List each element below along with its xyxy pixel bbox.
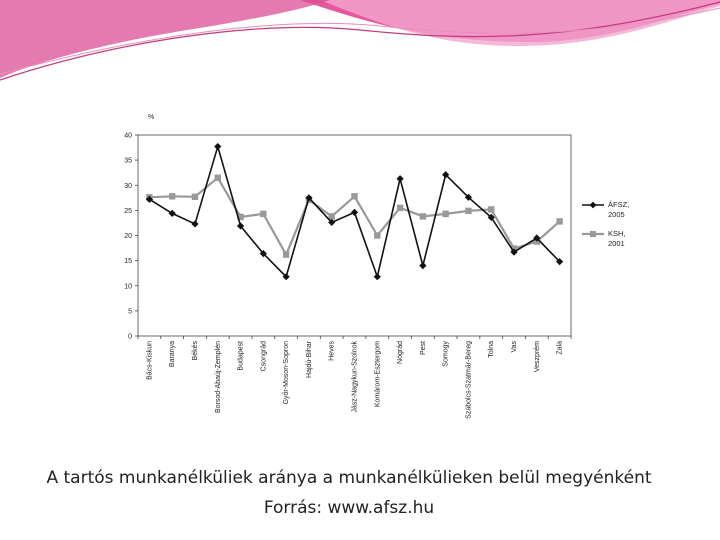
caption-source: Forrás: www.afsz.hu — [263, 498, 435, 518]
data-point-ksh — [260, 210, 267, 218]
chart-panel: 0 5 10 15 20 25 30 35 40 Bács-Kiskun Baranya Békés… — [62, 92, 648, 437]
data-point-ksh — [556, 218, 563, 225]
data-point-ksh — [419, 213, 427, 220]
data-point-afsz — [305, 194, 313, 202]
data-point-afsz — [350, 208, 359, 216]
legend-marker-afsz — [589, 201, 597, 209]
chart-legend: ÁFSZ,2005 KSH,2001 — [582, 200, 629, 248]
x-tick-label: Békés — [192, 341, 199, 361]
x-tick-label: Tolna — [488, 341, 495, 358]
legend-label: ÁFSZ, — [608, 200, 629, 209]
x-tick-label: Hajdú-Bihar — [306, 340, 313, 378]
data-point-afsz — [373, 273, 381, 281]
caption-title: A tartós munkanélküliek aránya a munkané… — [46, 468, 652, 488]
data-point-afsz — [214, 142, 222, 151]
y-tick-label: 40 — [124, 133, 132, 140]
x-tick-label: Komárom-Esztergom — [374, 341, 381, 407]
data-point-ksh — [237, 213, 244, 221]
data-point-ksh — [282, 251, 290, 258]
series-layer — [145, 142, 564, 281]
data-point-ksh — [374, 232, 381, 239]
wave-left-sweep — [0, 0, 330, 78]
data-point-afsz — [556, 258, 564, 266]
y-tick-label: 0 — [128, 334, 132, 341]
y-tick-label: 30 — [124, 183, 132, 190]
x-tick-label: Somogy — [443, 341, 450, 367]
data-point-ksh — [328, 213, 335, 220]
caption-box: A tartós munkanélküliek aránya a munkané… — [22, 458, 676, 526]
y-tick-label: 20 — [124, 233, 132, 240]
y-tick-label: 10 — [124, 283, 132, 290]
data-point-afsz — [259, 249, 267, 258]
x-tick-label: Nógrád — [397, 341, 404, 364]
data-point-ksh — [351, 193, 358, 200]
data-point-afsz — [464, 193, 473, 201]
y-tick-label: 35 — [124, 158, 132, 165]
data-point-afsz — [328, 218, 336, 227]
data-point-afsz — [487, 213, 495, 222]
legend-label: 2001 — [608, 239, 625, 248]
data-point-afsz — [236, 222, 245, 230]
y-tick-label: 15 — [124, 258, 132, 265]
data-point-ksh — [396, 204, 404, 212]
data-point-afsz — [145, 195, 153, 203]
y-axis: 0 5 10 15 20 25 30 35 40 — [124, 133, 138, 341]
series-line-ksh — [149, 176, 561, 258]
x-tick-label: Veszprém — [534, 341, 541, 372]
wave-line-2 — [0, 7, 720, 75]
x-tick-label: Zala — [557, 341, 564, 355]
y-axis-unit-label: % — [148, 114, 154, 121]
x-tick-label: Heves — [329, 341, 336, 361]
data-point-afsz — [191, 220, 199, 228]
x-tick-label: Győr-Moson-Sopron — [283, 341, 290, 405]
legend-marker-ksh — [590, 231, 596, 237]
line-chart: 0 5 10 15 20 25 30 35 40 Bács-Kiskun Baranya Békés… — [124, 114, 629, 419]
data-point-ksh — [442, 210, 449, 218]
data-point-ksh — [191, 193, 199, 201]
x-tick-label: Baranya — [169, 341, 176, 367]
x-axis: Bács-Kiskun Baranya Békés Borsod-Abaúj-Zemp… — [137, 336, 572, 419]
x-tick-label: Bács-Kiskun — [146, 341, 153, 380]
data-point-ksh — [168, 193, 176, 200]
data-point-ksh — [465, 207, 472, 215]
y-tick-label: 5 — [128, 308, 132, 315]
x-tick-label: Budapest — [238, 341, 245, 371]
x-tick-label: Borsod-Abaúj-Zemplén — [215, 341, 222, 413]
data-point-ksh — [214, 174, 221, 181]
data-point-afsz — [510, 248, 518, 256]
x-tick-label: Szabolcs-Szatmár-Bereg — [465, 341, 472, 419]
x-tick-label: Jász-Nagykun-Szolnok — [352, 341, 359, 413]
data-point-afsz — [419, 262, 427, 270]
wave-light-band — [320, 0, 720, 46]
data-point-afsz — [442, 171, 450, 179]
data-point-ksh — [488, 206, 495, 213]
header-wave-decoration — [0, 0, 720, 81]
data-point-afsz — [533, 234, 541, 242]
legend-label: 2005 — [608, 210, 625, 219]
x-tick-label: Csongrád — [260, 341, 267, 371]
x-tick-label: Vas — [511, 341, 518, 353]
x-tick-label: Pest — [420, 341, 427, 355]
legend-label: KSH, — [608, 229, 626, 238]
y-tick-label: 25 — [124, 208, 132, 215]
data-point-afsz — [396, 175, 404, 183]
data-point-afsz — [168, 209, 176, 217]
